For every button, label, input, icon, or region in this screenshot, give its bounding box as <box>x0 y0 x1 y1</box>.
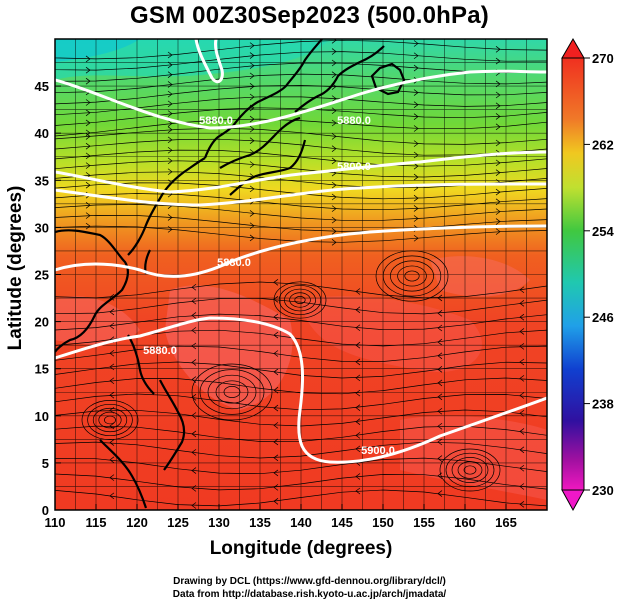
coastlines <box>55 39 406 509</box>
y-axis-label: Latitude (degrees) <box>5 185 26 351</box>
x-axis-ticks: 110 115 120 125 130 135 140 145 150 155 160 165 <box>45 504 517 530</box>
x-tick-label: 130 <box>208 515 230 530</box>
colorbar-tick-label: 238 <box>592 397 614 412</box>
x-tick-label: 140 <box>290 515 312 530</box>
y-tick-label: 10 <box>35 409 49 424</box>
chart-title: GSM 00Z30Sep2023 (500.0hPa) <box>130 2 489 29</box>
y-tick-label: 15 <box>35 362 49 377</box>
y-tick-label: 0 <box>42 503 49 518</box>
colorbar-ticks: 270 262 254 246 238 230 <box>584 51 614 498</box>
temperature-field: 5880.0 5880.0 5800.0 5880.0 5880.0 5900.0 <box>55 39 547 510</box>
y-tick-label: 20 <box>35 315 49 330</box>
y-tick-label: 40 <box>35 126 49 141</box>
credit-drawing: Drawing by DCL (https://www.gfd-dennou.o… <box>173 576 446 587</box>
y-tick-label: 35 <box>35 173 49 188</box>
colorbar-tick-label: 262 <box>592 137 614 152</box>
colorbar-tick-label: 246 <box>592 310 614 325</box>
contour-label: 5880.0 <box>199 115 233 127</box>
x-tick-label: 115 <box>86 515 107 530</box>
colorbar-tick-label: 254 <box>592 224 614 239</box>
y-axis-ticks: 0 5 10 15 20 25 30 35 40 45 <box>35 79 61 518</box>
x-tick-label: 145 <box>331 515 353 530</box>
x-tick-label: 155 <box>413 515 435 530</box>
credit-data: Data from http://database.rish.kyoto-u.a… <box>172 589 447 600</box>
x-tick-label: 150 <box>372 515 394 530</box>
x-tick-label: 120 <box>126 515 148 530</box>
colorbar: 270 262 254 246 238 230 <box>561 38 614 512</box>
y-tick-label: 5 <box>42 456 49 471</box>
contour-label: 5880.0 <box>217 257 251 269</box>
x-tick-label: 160 <box>454 515 476 530</box>
height-contours <box>55 39 547 464</box>
contour-labels: 5880.0 5880.0 5800.0 5880.0 5880.0 5900.0 <box>143 115 395 457</box>
x-tick-label: 110 <box>45 515 66 530</box>
y-tick-label: 45 <box>35 79 49 94</box>
x-tick-label: 125 <box>167 515 189 530</box>
colorbar-tick-label: 230 <box>592 483 614 498</box>
x-tick-label: 165 <box>495 515 517 530</box>
contour-label: 5800.0 <box>337 161 371 173</box>
x-axis-label: Longitude (degrees) <box>209 538 393 559</box>
x-tick-label: 135 <box>249 515 271 530</box>
y-tick-label: 30 <box>35 220 49 235</box>
contour-label: 5880.0 <box>143 345 177 357</box>
contour-label: 5900.0 <box>361 445 395 457</box>
contour-label: 5880.0 <box>337 115 371 127</box>
colorbar-tick-label: 270 <box>592 51 614 66</box>
y-tick-label: 25 <box>35 268 49 283</box>
